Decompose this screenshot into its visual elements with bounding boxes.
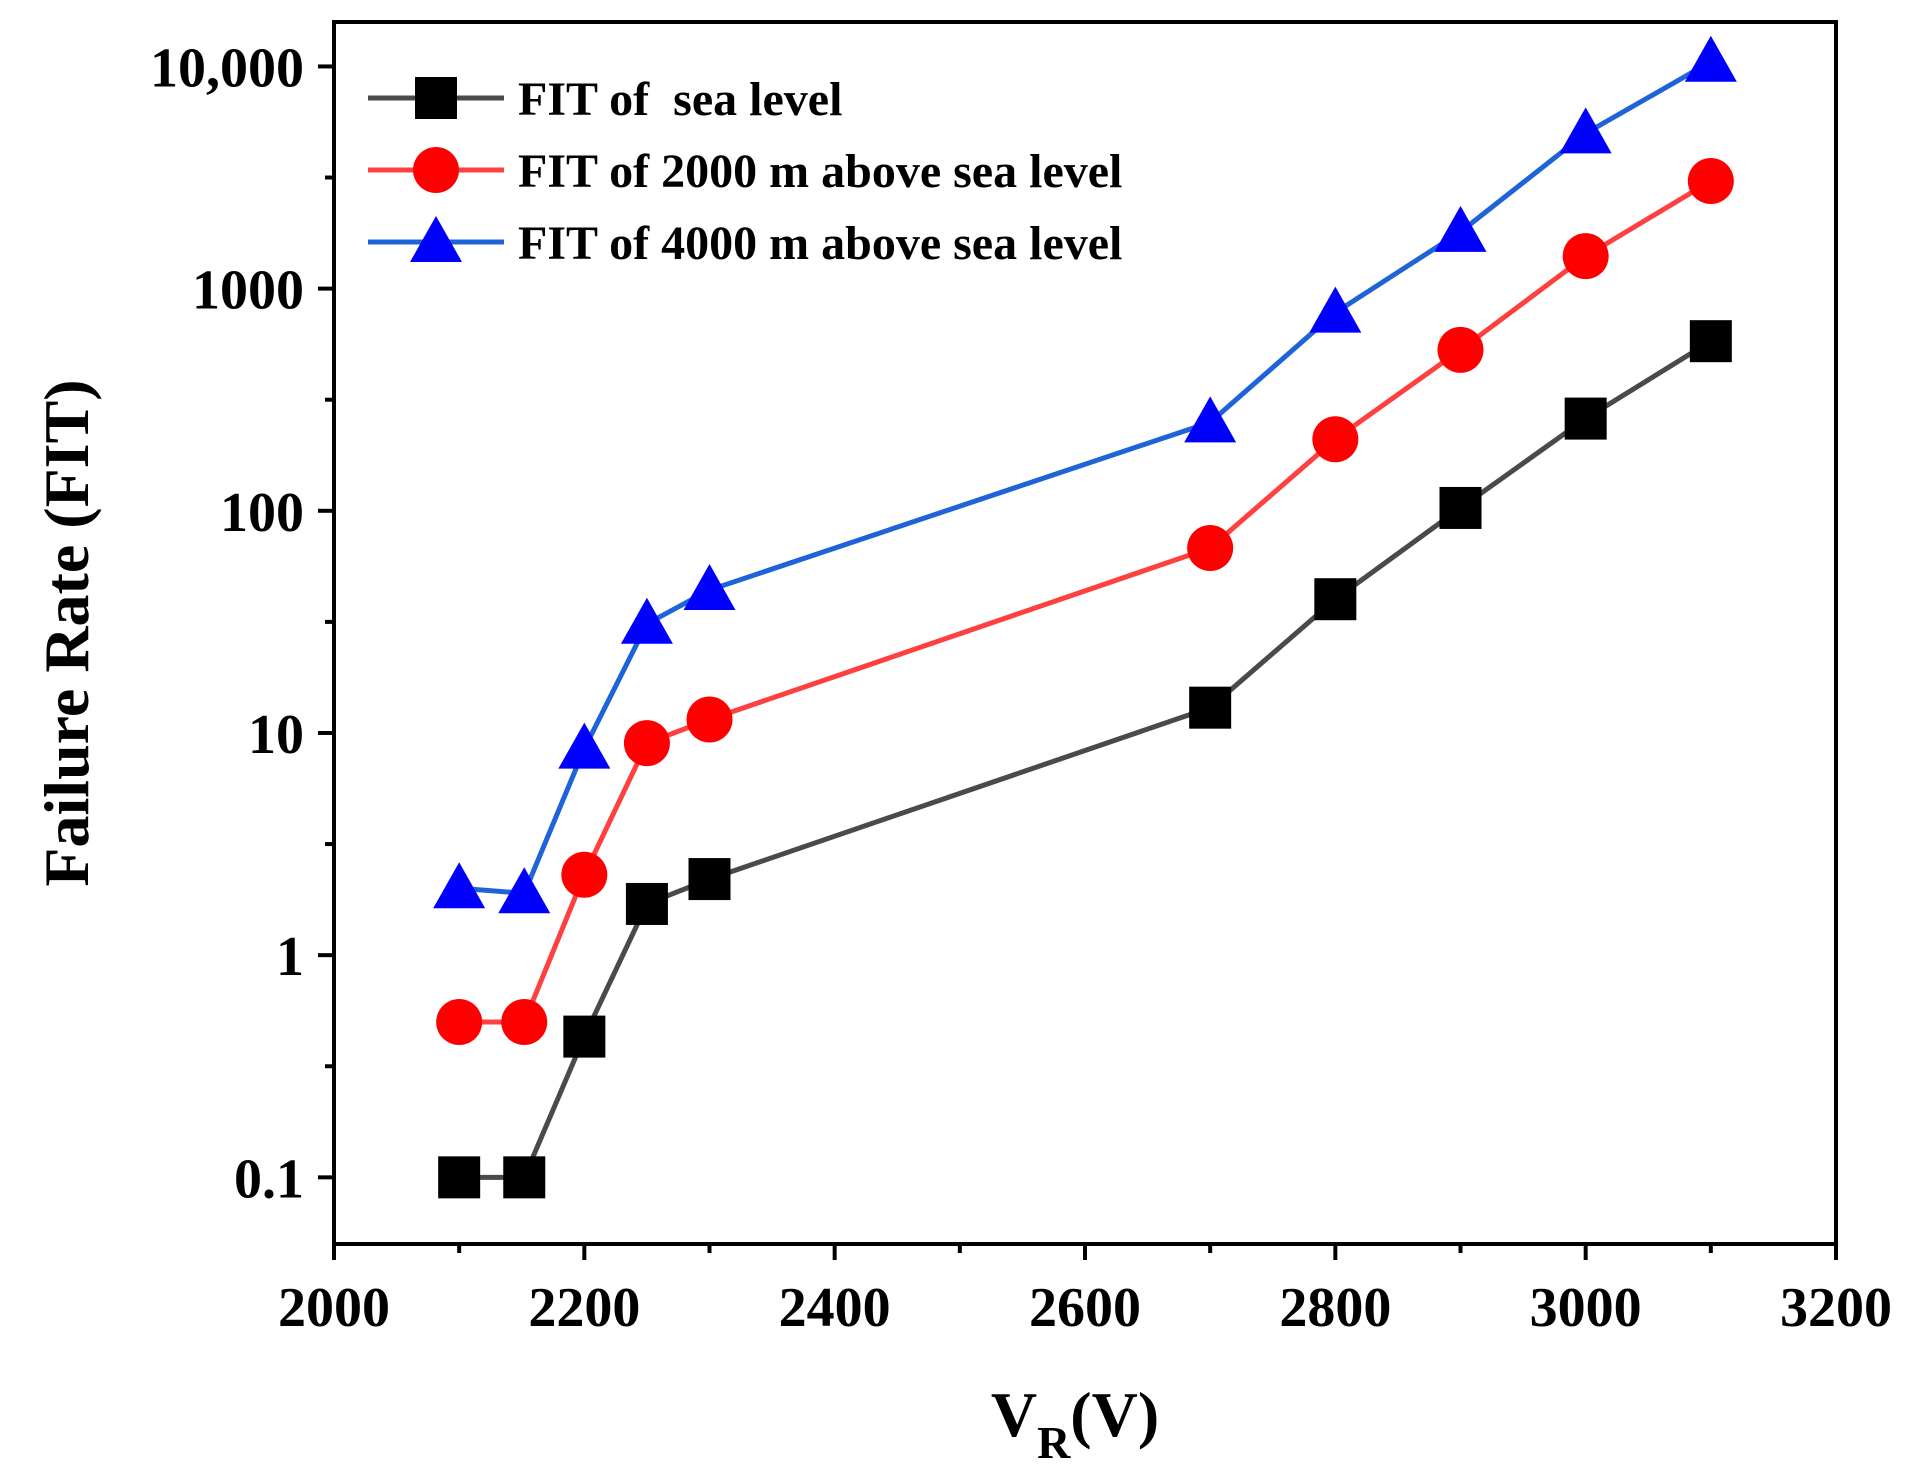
x-axis-title: VR(V) xyxy=(991,1379,1159,1468)
legend-label: FIT of 4000 m above sea level xyxy=(518,217,1122,270)
data-point xyxy=(686,696,733,743)
legend-entry: FIT of 4000 m above sea level xyxy=(368,216,1122,270)
x-tick-label: 2600 xyxy=(1029,1277,1141,1339)
plot-frame xyxy=(332,20,1838,1246)
data-point xyxy=(1314,578,1357,621)
series-layer xyxy=(433,35,1737,1199)
y-tick-label: 100 xyxy=(220,482,304,544)
y-tick-label: 0.1 xyxy=(234,1148,304,1210)
series-line xyxy=(459,339,1713,1180)
legend-entry: FIT of 2000 m above sea level xyxy=(368,145,1122,198)
data-point xyxy=(1559,107,1612,154)
x-axis-title-suffix: (V) xyxy=(1070,1379,1159,1450)
y-axis-title: Failure Rate (FIT) xyxy=(31,379,102,886)
x-tick-label: 3000 xyxy=(1530,1277,1642,1339)
data-point xyxy=(683,564,736,611)
series-3 xyxy=(433,35,1737,914)
legend: FIT of sea level FIT of 2000 m above sea … xyxy=(368,73,1122,270)
data-point xyxy=(688,858,731,901)
data-point xyxy=(561,851,608,898)
legend-marker xyxy=(413,147,459,193)
data-point xyxy=(1312,416,1359,463)
data-point xyxy=(1184,396,1237,443)
data-point xyxy=(563,1015,606,1058)
legend-marker xyxy=(410,216,462,262)
data-point xyxy=(438,1156,481,1199)
y-tick-label: 1000 xyxy=(192,260,304,322)
data-point xyxy=(1309,286,1362,333)
legend-marker xyxy=(415,77,457,119)
series-line xyxy=(458,59,1713,896)
legend-label: FIT of 2000 m above sea level xyxy=(518,145,1122,198)
x-tick-label: 3200 xyxy=(1780,1277,1892,1339)
x-axis-title-subscript: R xyxy=(1037,1417,1071,1468)
series-2 xyxy=(436,158,1734,1046)
axes: 2000 2200 2400 2600 2800 3000 3200 0.1 1 10 100 100… xyxy=(150,20,1892,1339)
data-point xyxy=(503,1156,546,1199)
data-point xyxy=(1437,326,1484,373)
data-point xyxy=(1564,397,1607,440)
y-tick-label: 10,000 xyxy=(150,37,304,99)
data-point xyxy=(436,999,483,1046)
data-point xyxy=(498,867,551,914)
data-point xyxy=(623,720,670,767)
legend-label: FIT of sea level xyxy=(518,73,842,126)
x-tick-label: 2200 xyxy=(528,1277,640,1339)
data-point xyxy=(1687,158,1734,205)
series-line xyxy=(459,178,1713,1025)
data-point xyxy=(625,882,668,925)
series-1 xyxy=(438,320,1732,1199)
y-tick-label: 10 xyxy=(248,704,304,766)
data-point xyxy=(558,722,611,769)
data-point xyxy=(1684,35,1737,82)
data-point xyxy=(1189,686,1232,729)
data-point xyxy=(1562,233,1609,280)
data-point xyxy=(1187,525,1234,572)
data-point xyxy=(1439,486,1482,529)
y-tick-label: 1 xyxy=(276,926,304,988)
legend-entry: FIT of sea level xyxy=(368,73,842,126)
x-tick-label: 2000 xyxy=(278,1277,390,1339)
data-point xyxy=(1689,320,1732,363)
data-point xyxy=(620,597,673,644)
x-tick-label: 2400 xyxy=(779,1277,891,1339)
x-axis-title-main: V xyxy=(991,1379,1037,1450)
x-tick-label: 2800 xyxy=(1279,1277,1391,1339)
data-point xyxy=(1434,205,1487,252)
data-point xyxy=(501,999,548,1046)
data-point xyxy=(433,862,486,909)
